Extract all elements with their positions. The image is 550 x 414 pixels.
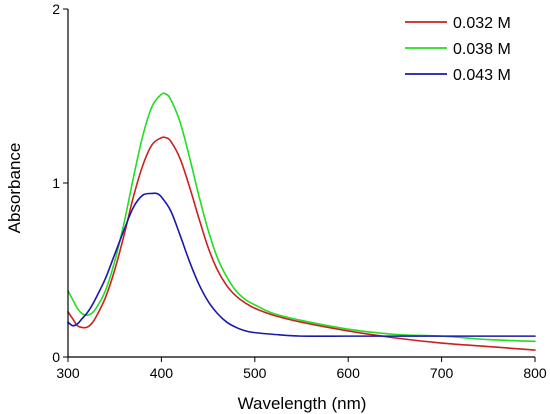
- legend-label: 0.043 M: [453, 67, 511, 84]
- legend-label: 0.032 M: [453, 15, 511, 32]
- y-axis-title: Absorbance: [5, 143, 24, 234]
- legend-label: 0.038 M: [453, 41, 511, 58]
- x-tick-label: 400: [150, 365, 174, 381]
- x-tick-label: 500: [243, 365, 267, 381]
- legend: 0.032 M 0.038 M 0.043 M: [405, 15, 511, 84]
- x-tick-label: 700: [430, 365, 454, 381]
- series-line-2: [67, 92, 536, 343]
- series-line-3: [67, 192, 536, 338]
- y-tick-label: 1: [52, 175, 60, 191]
- x-tick-label: 600: [337, 365, 361, 381]
- x-tick-label: 800: [523, 365, 547, 381]
- x-tick-label: 300: [56, 365, 80, 381]
- y-tick-label: 2: [52, 1, 60, 17]
- x-ticks: 300 400 500 600 700 800: [56, 357, 547, 381]
- y-ticks: 0 1 2: [52, 1, 68, 365]
- x-axis-title: Wavelength (nm): [238, 394, 367, 413]
- series-layer: [67, 92, 536, 351]
- y-tick-label: 0: [52, 349, 60, 365]
- series-line-1: [67, 136, 536, 351]
